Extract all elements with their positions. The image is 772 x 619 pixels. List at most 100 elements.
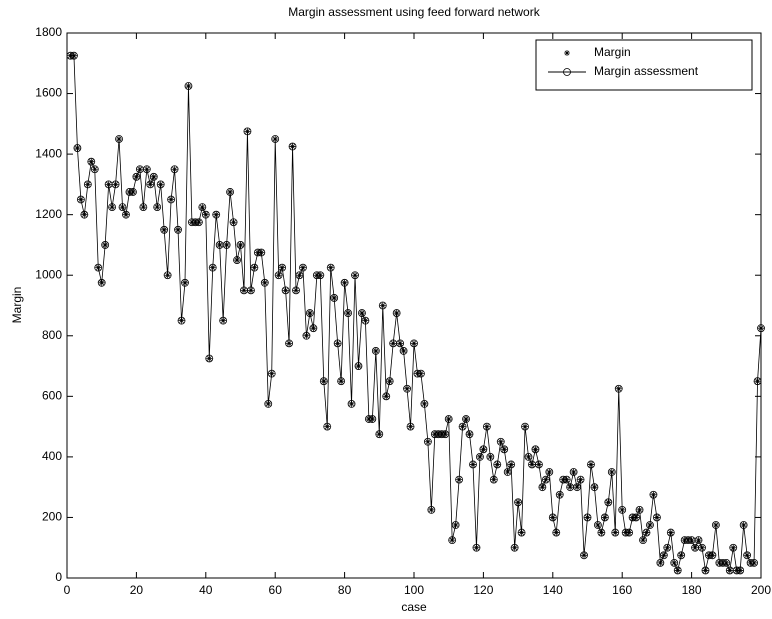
- point-marker: [726, 567, 733, 574]
- point-marker: [393, 310, 400, 317]
- point-marker: [732, 566, 741, 575]
- point-marker: [265, 400, 272, 407]
- point-marker: [347, 400, 356, 408]
- x-tick-label: 160: [612, 583, 632, 597]
- point-marker: [469, 461, 476, 468]
- point-marker: [312, 271, 321, 280]
- legend: Margin Margin assessment: [535, 39, 753, 91]
- point-marker: [153, 203, 162, 211]
- point-marker: [729, 543, 738, 552]
- point-marker: [327, 264, 334, 271]
- point-marker: [122, 210, 130, 219]
- point-marker: [670, 558, 679, 567]
- point-marker: [354, 362, 363, 370]
- point-marker: [111, 180, 120, 189]
- point-marker: [466, 431, 473, 438]
- point-marker: [306, 310, 313, 317]
- point-marker: [227, 188, 234, 195]
- point-marker: [219, 316, 228, 325]
- point-marker: [149, 172, 158, 181]
- point-marker: [600, 513, 609, 522]
- point-marker: [619, 506, 626, 513]
- y-tick-label: 1600: [35, 86, 62, 100]
- legend-label: Margin: [594, 45, 631, 59]
- point-marker: [358, 309, 366, 317]
- point-marker: [341, 279, 348, 286]
- point-marker: [167, 195, 176, 204]
- point-marker: [604, 498, 613, 507]
- point-marker: [632, 513, 640, 522]
- point-marker: [699, 544, 706, 551]
- point-marker: [208, 263, 217, 272]
- point-marker: [386, 378, 393, 385]
- point-marker: [396, 339, 405, 348]
- point-marker: [722, 558, 731, 567]
- point-marker: [739, 521, 748, 529]
- point-marker: [274, 271, 283, 280]
- point-marker: [445, 416, 452, 423]
- point-marker: [574, 484, 581, 491]
- point-marker: [449, 537, 456, 544]
- point-marker: [746, 558, 755, 567]
- point-marker: [109, 204, 116, 211]
- point-marker: [234, 257, 241, 264]
- y-tick-label: 1200: [35, 207, 62, 221]
- point-marker: [660, 552, 667, 559]
- point-marker: [469, 460, 477, 469]
- point-marker: [333, 339, 342, 348]
- point-marker: [272, 135, 279, 142]
- x-tick-label: 80: [338, 583, 352, 597]
- x-tick-label: 180: [682, 583, 702, 597]
- point-marker: [309, 324, 318, 333]
- point-marker: [417, 369, 425, 378]
- x-tick-label: 140: [543, 583, 563, 597]
- point-marker: [88, 158, 95, 165]
- point-marker: [553, 529, 560, 536]
- point-marker: [230, 219, 237, 226]
- point-marker: [352, 272, 359, 279]
- point-marker: [583, 513, 592, 522]
- point-marker: [324, 423, 331, 430]
- point-marker: [525, 453, 532, 460]
- point-marker: [757, 324, 765, 333]
- chart-title: Margin assessment using feed forward net…: [288, 5, 540, 19]
- point-marker: [607, 468, 616, 476]
- point-marker: [372, 347, 379, 354]
- point-marker: [591, 484, 598, 491]
- point-marker: [580, 551, 588, 560]
- point-marker: [251, 264, 258, 271]
- point-marker: [77, 196, 84, 203]
- point-marker: [101, 241, 110, 249]
- point-marker: [178, 317, 185, 324]
- point-marker: [171, 166, 178, 173]
- point-marker: [730, 544, 737, 551]
- point-marker: [319, 377, 328, 386]
- point-marker: [708, 551, 717, 560]
- point-marker: [115, 135, 123, 143]
- y-tick-label: 0: [55, 570, 62, 584]
- point-marker: [528, 461, 535, 468]
- point-marker: [437, 430, 446, 439]
- point-marker: [133, 173, 140, 180]
- point-marker: [473, 544, 480, 551]
- point-marker: [421, 400, 428, 407]
- point-marker: [692, 544, 699, 551]
- point-marker: [84, 181, 91, 188]
- y-tick-label: 400: [42, 449, 62, 463]
- point-marker: [382, 392, 391, 401]
- point-marker: [420, 400, 429, 408]
- point-marker: [705, 551, 713, 560]
- point-marker: [279, 264, 286, 271]
- point-marker: [94, 263, 103, 272]
- point-marker: [522, 423, 529, 430]
- point-marker: [423, 437, 432, 446]
- point-marker: [428, 506, 435, 513]
- point-marker: [618, 505, 627, 514]
- point-marker: [198, 203, 207, 211]
- point-marker: [643, 529, 650, 536]
- point-marker: [480, 446, 487, 453]
- x-tick-label: 120: [473, 583, 493, 597]
- point-marker: [293, 287, 300, 294]
- y-tick-label: 1800: [35, 25, 62, 39]
